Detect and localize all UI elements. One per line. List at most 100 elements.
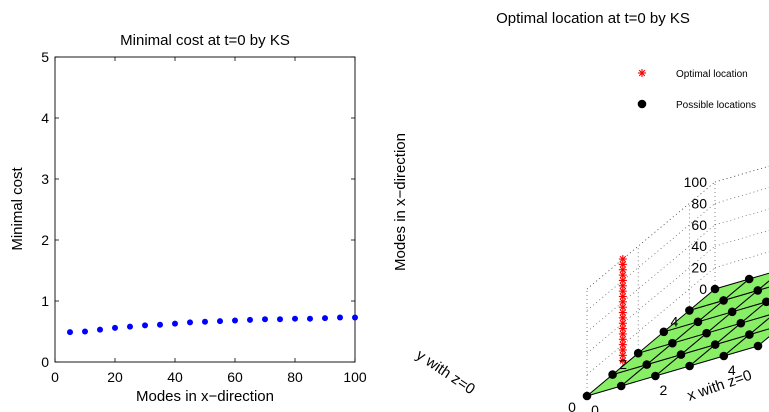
cost-y-tick-label: 4 bbox=[41, 110, 49, 126]
star-stroke bbox=[619, 282, 627, 290]
cost-data-point bbox=[292, 315, 298, 322]
possible-location-marker bbox=[659, 327, 669, 337]
star-stroke bbox=[619, 293, 627, 300]
wall-grid-line bbox=[714, 230, 769, 247]
cost-x-tick-label: 20 bbox=[107, 369, 123, 385]
location-z-tick-label: 100 bbox=[684, 174, 708, 190]
possible-location-marker bbox=[710, 284, 720, 294]
location-x-tick-label: 4 bbox=[728, 362, 736, 378]
cost-data-point bbox=[247, 316, 253, 323]
cost-x-ticks: 0 20 40 60 80 100 bbox=[51, 57, 367, 385]
optimal-location-marker bbox=[618, 255, 627, 264]
cost-chart: Minimal cost at t=0 by KS 0 20 40 60 80 100 0… bbox=[9, 32, 367, 405]
star-stroke bbox=[619, 325, 627, 332]
star-stroke bbox=[619, 287, 627, 295]
location-y-axis-label: y with z=0 bbox=[413, 346, 478, 398]
cost-data-point bbox=[352, 314, 358, 321]
star-stroke bbox=[619, 352, 627, 359]
cost-data-point bbox=[112, 324, 118, 331]
wall-grid-line bbox=[714, 251, 769, 268]
location-z-tick-label: 0 bbox=[699, 281, 707, 297]
possible-location-marker bbox=[702, 328, 711, 338]
floor-surface-cell bbox=[714, 314, 769, 346]
star-stroke bbox=[619, 341, 627, 348]
location-y-tick-label: 2 bbox=[619, 356, 627, 372]
possible-location-marker bbox=[633, 348, 643, 358]
location-x-ticks: 0 2 4 bbox=[591, 362, 736, 412]
legend-label-optimal: Optimal location bbox=[676, 69, 748, 80]
possible-location-marker bbox=[651, 371, 660, 381]
possible-location-marker bbox=[736, 318, 746, 328]
star-stroke bbox=[619, 261, 627, 268]
star-stroke bbox=[619, 357, 627, 364]
cost-data-point bbox=[322, 315, 328, 322]
cost-x-tick-label: 100 bbox=[343, 369, 367, 385]
optimal-location-markers bbox=[618, 255, 627, 365]
possible-location-marker bbox=[719, 351, 729, 361]
cost-y-tick-label: 5 bbox=[41, 49, 49, 65]
location-legend: Optimal location Possible locations bbox=[637, 69, 756, 111]
location-y-tick-label: 4 bbox=[671, 313, 679, 329]
cost-y-tick-label: 1 bbox=[41, 293, 49, 309]
possible-location-marker bbox=[710, 340, 720, 349]
possible-location-marker bbox=[719, 296, 728, 305]
cost-data-point bbox=[142, 322, 148, 329]
possible-location-marker bbox=[693, 317, 703, 327]
location-x-tick-label: 2 bbox=[660, 382, 668, 398]
cost-y-ticks: 0 1 2 3 4 5 bbox=[41, 49, 355, 370]
star-stroke bbox=[619, 320, 627, 327]
location-z-ticks: 0 20 40 60 80 100 bbox=[684, 174, 708, 297]
cost-y-tick-label: 3 bbox=[41, 171, 49, 187]
star-stroke bbox=[619, 266, 627, 273]
location-y-tick-label: 0 bbox=[568, 399, 576, 412]
cost-data-point bbox=[337, 314, 343, 321]
cost-x-tick-label: 60 bbox=[227, 369, 243, 385]
cost-data-point bbox=[67, 329, 73, 336]
location-z-tick-label: 40 bbox=[691, 238, 707, 254]
possible-location-marker bbox=[727, 307, 737, 317]
cost-x-tick-label: 0 bbox=[51, 369, 59, 385]
optimal-location-marker bbox=[618, 297, 627, 306]
location-chart-title: Optimal location at t=0 by KS bbox=[496, 10, 690, 27]
optimal-location-marker bbox=[618, 276, 627, 285]
floor-surface-cell bbox=[740, 300, 769, 324]
possible-location-marker bbox=[744, 274, 754, 284]
star-stroke bbox=[619, 330, 627, 338]
cost-data-point bbox=[262, 316, 268, 323]
wall-grid-line bbox=[714, 208, 769, 226]
location-z-axis-label: Modes in x−direction bbox=[392, 133, 409, 271]
possible-location-marker bbox=[616, 381, 626, 391]
cost-data-point bbox=[172, 320, 178, 327]
possible-location-marker bbox=[676, 350, 686, 359]
location-chart: Optimal location at t=0 by KS 0204060801… bbox=[392, 10, 769, 412]
cost-data-point bbox=[127, 323, 133, 330]
floor-surface-cell bbox=[757, 280, 769, 291]
possible-location-marker bbox=[685, 361, 694, 371]
possible-location-marker bbox=[668, 338, 677, 348]
floor-surface-cell bbox=[723, 272, 769, 301]
star-stroke bbox=[619, 303, 627, 311]
possible-location-marker bbox=[762, 297, 769, 307]
possible-location-marker bbox=[642, 360, 652, 369]
cost-data-point bbox=[232, 317, 238, 324]
cost-data-point bbox=[307, 315, 313, 322]
star-stroke bbox=[619, 298, 627, 306]
optimal-location-marker bbox=[618, 313, 627, 322]
cost-plot-box bbox=[54, 56, 356, 363]
location-x-tick-label: 0 bbox=[591, 402, 599, 412]
cost-x-tick-label: 40 bbox=[167, 369, 183, 385]
possible-location-marker bbox=[753, 341, 763, 351]
possible-location-marker bbox=[685, 306, 694, 315]
star-stroke bbox=[619, 271, 627, 279]
cost-y-tick-label: 0 bbox=[41, 354, 49, 370]
star-stroke bbox=[619, 255, 627, 263]
legend-marker-optimal bbox=[638, 69, 646, 77]
cost-data-point bbox=[187, 319, 193, 326]
possible-location-marker bbox=[753, 286, 763, 295]
cost-chart-title: Minimal cost at t=0 by KS bbox=[120, 32, 290, 49]
wall-grid-line bbox=[714, 165, 769, 183]
floor-surface-cell bbox=[749, 317, 769, 336]
cost-data-point bbox=[217, 318, 223, 325]
location-z-tick-label: 60 bbox=[691, 217, 707, 233]
